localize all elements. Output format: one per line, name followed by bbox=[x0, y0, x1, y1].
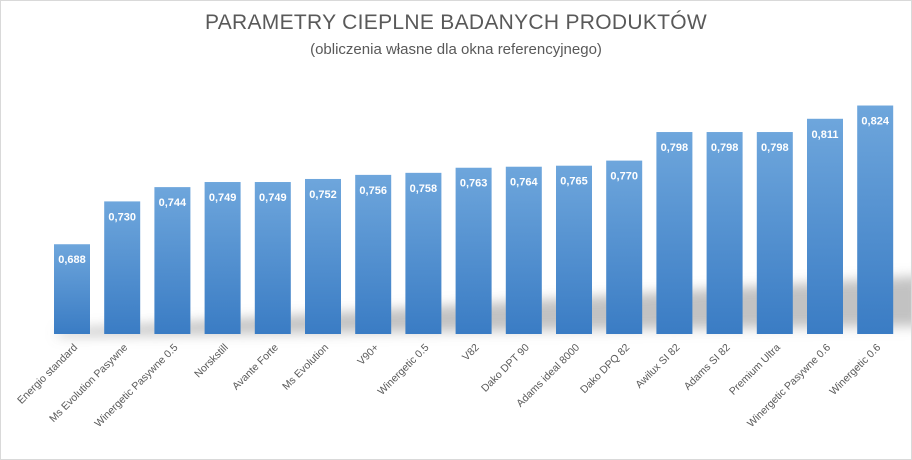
category-label: Avante Forte bbox=[230, 342, 281, 393]
bar bbox=[455, 167, 492, 334]
bar bbox=[656, 132, 693, 334]
bar-value-label: 0,798 bbox=[711, 142, 739, 154]
category-label: Premium Ultra bbox=[727, 342, 783, 398]
category-label: Winergetic 0.5 bbox=[376, 342, 432, 398]
category-label: Adams SI 82 bbox=[682, 342, 733, 393]
bar bbox=[204, 182, 241, 334]
bar-value-label: 0,756 bbox=[359, 185, 387, 197]
chart-title: PARAMETRY CIEPLNE BADANYCH PRODUKTÓW bbox=[204, 11, 708, 34]
bar-value-label: 0,811 bbox=[812, 129, 839, 141]
category-label: Winergetic Pasywne 0.6 bbox=[745, 342, 833, 430]
bar bbox=[54, 244, 90, 334]
bar-value-label: 0,798 bbox=[761, 142, 789, 154]
bars-group bbox=[54, 105, 894, 335]
bar-value-label: 0,752 bbox=[309, 189, 337, 201]
bar-value-label: 0,824 bbox=[861, 116, 889, 128]
chart-subtitle: (obliczenia własne dla okna referencyjne… bbox=[310, 41, 602, 58]
bar-value-label: 0,730 bbox=[108, 211, 136, 223]
category-label: V82 bbox=[460, 342, 482, 364]
value-labels-group: 0,688 0,730 0,744 0,749 0,749 0,752 0,756 0,758… bbox=[58, 116, 890, 267]
category-label: Norskstill bbox=[192, 342, 231, 381]
bar bbox=[807, 118, 843, 334]
category-label: Awilux SI 82 bbox=[633, 342, 682, 391]
category-label: Ms Evolution bbox=[280, 342, 331, 393]
category-label: Winergetic 0.6 bbox=[827, 342, 883, 398]
bar bbox=[505, 166, 542, 334]
bar bbox=[556, 165, 592, 334]
category-label: Winergetic Pasywne 0.5 bbox=[92, 342, 180, 430]
bar-value-label: 0,765 bbox=[560, 176, 588, 188]
bar-value-label: 0,798 bbox=[661, 142, 689, 154]
bar bbox=[756, 132, 793, 334]
bar-value-label: 0,749 bbox=[209, 192, 237, 204]
bar-value-label: 0,770 bbox=[610, 171, 638, 183]
bar-value-label: 0,688 bbox=[58, 254, 86, 266]
bar bbox=[355, 174, 392, 334]
bar bbox=[706, 132, 743, 334]
category-label: Dako DPT 90 bbox=[479, 342, 532, 395]
category-label: V90+ bbox=[355, 342, 381, 368]
bar bbox=[405, 172, 442, 334]
bar bbox=[857, 105, 894, 335]
bar-value-label: 0,764 bbox=[510, 177, 538, 189]
bar-value-label: 0,758 bbox=[410, 183, 438, 195]
bar bbox=[606, 160, 643, 334]
bar bbox=[154, 187, 191, 334]
bar bbox=[104, 201, 141, 334]
bar bbox=[305, 178, 341, 334]
category-label: Dako DPQ 82 bbox=[578, 342, 632, 396]
bar bbox=[254, 182, 291, 334]
bar-value-label: 0,749 bbox=[259, 192, 287, 204]
bar-value-label: 0,763 bbox=[460, 178, 488, 190]
bar-value-label: 0,744 bbox=[159, 197, 187, 209]
